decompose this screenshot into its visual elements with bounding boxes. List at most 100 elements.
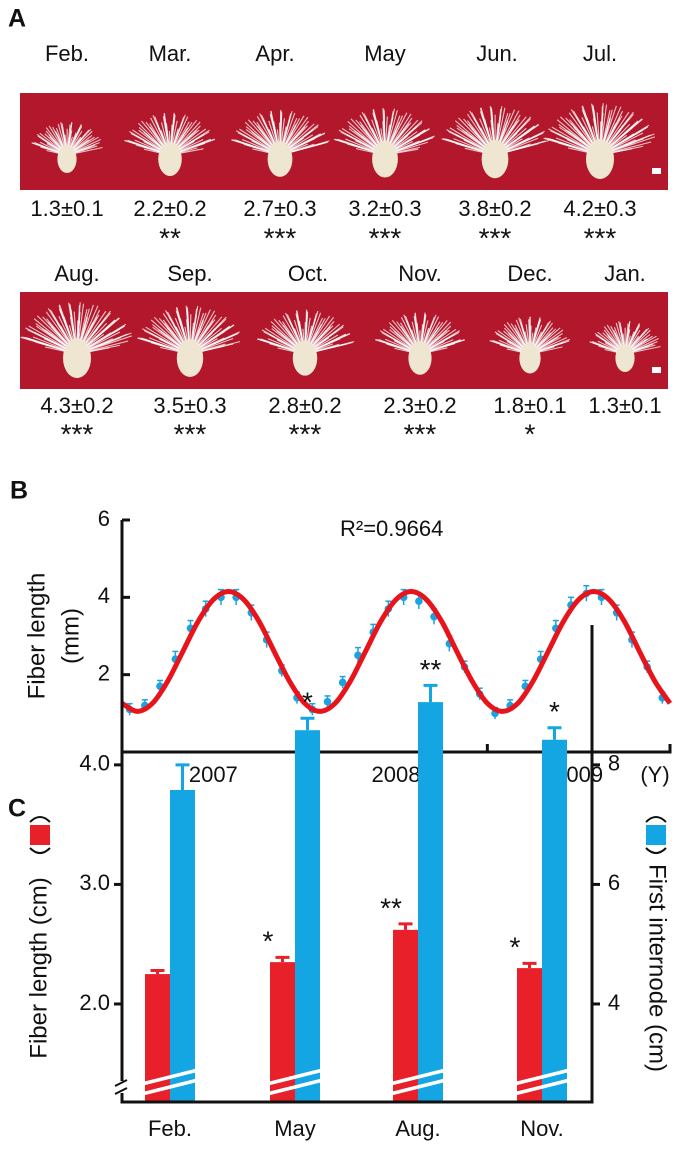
bracket: [29, 816, 51, 854]
y2-axis-title: First internode (cm): [644, 864, 671, 1072]
seed: [481, 139, 509, 179]
significance: ***: [174, 418, 207, 449]
fit-line: [120, 589, 673, 714]
bar: [542, 739, 567, 1102]
bar: [393, 929, 418, 1102]
y-tick-label: 4: [98, 583, 110, 608]
x-tick-label: May: [274, 1116, 316, 1141]
seed-photo: [31, 122, 103, 174]
seed-photo: [589, 321, 661, 373]
data-point: [323, 697, 332, 706]
significance: **: [159, 222, 181, 253]
seed: [158, 142, 182, 176]
panel-label: B: [10, 477, 28, 505]
seed-photo: [231, 109, 330, 177]
seed-photo: [374, 312, 465, 375]
bar: [295, 730, 320, 1102]
seed: [63, 338, 91, 379]
month-label: Dec.: [507, 261, 552, 286]
month-label: Mar.: [149, 41, 192, 66]
month-label: Apr.: [255, 41, 294, 66]
y-axis-title: Fiber length: [23, 573, 50, 700]
value-label: 4.2±0.3: [563, 196, 636, 221]
y2-tick-label: 4: [608, 990, 620, 1015]
seed-photo: [137, 305, 241, 377]
y-tick-label: 2: [98, 660, 110, 685]
seed-photo: [20, 302, 133, 379]
seed-photo: [441, 105, 550, 179]
seed: [615, 344, 635, 373]
error-bar: [522, 961, 537, 969]
panel-label: A: [8, 5, 26, 33]
x-tick-label: 2008: [372, 762, 421, 787]
significance: ***: [61, 418, 94, 449]
panel-label: C: [8, 795, 26, 823]
significance: *: [302, 687, 313, 718]
value-label: 2.2±0.2: [133, 196, 206, 221]
significance: *: [525, 418, 536, 449]
month-label: Sep.: [167, 261, 212, 286]
significance: ***: [479, 222, 512, 253]
error-bar: [398, 922, 413, 930]
seed-photo: [543, 103, 656, 180]
seed-photo: [489, 316, 571, 374]
seed-photo: [256, 309, 355, 376]
seed: [267, 141, 293, 177]
significance: *: [510, 932, 521, 963]
y-tick-label: 4.0: [79, 751, 110, 776]
month-label: Jul.: [583, 41, 617, 66]
legend-swatch: [646, 825, 666, 845]
scale-bar: [652, 168, 661, 174]
month-label: Oct.: [288, 261, 328, 286]
y-axis-title: Fiber length (cm): [25, 877, 52, 1058]
significance: ***: [289, 418, 322, 449]
month-label: May: [364, 41, 406, 66]
significance: ***: [264, 222, 297, 253]
significance: ***: [404, 418, 437, 449]
value-label: 2.7±0.3: [243, 196, 316, 221]
significance: **: [380, 892, 402, 923]
y-tick-label: 6: [98, 506, 110, 531]
scale-bar: [652, 367, 661, 373]
annotation: R²=0.9664: [340, 516, 443, 541]
legend-swatch: [30, 825, 50, 845]
axes: [120, 520, 672, 754]
axis-break: [141, 1068, 199, 1096]
seed: [57, 145, 77, 174]
x-tick-label: Feb.: [148, 1116, 192, 1141]
significance: ***: [584, 222, 617, 253]
significance: ***: [369, 222, 402, 253]
seed: [586, 139, 614, 180]
axes: [120, 625, 594, 1104]
value-label: 4.3±0.2: [40, 393, 113, 418]
y2-tick-label: 8: [608, 751, 620, 776]
y-tick-label: 2.0: [79, 990, 110, 1015]
data-point: [338, 678, 347, 687]
significance: *: [549, 696, 560, 727]
month-label: Aug.: [54, 261, 99, 286]
month-label: Feb.: [45, 41, 89, 66]
significance: *: [263, 926, 274, 957]
value-label: 2.8±0.2: [268, 393, 341, 418]
bracket: [645, 816, 667, 854]
seed: [408, 341, 432, 375]
error-bar: [175, 763, 190, 790]
month-label: Jun.: [476, 41, 518, 66]
error-bar: [150, 968, 165, 975]
axis-break: [114, 1079, 128, 1095]
seed: [292, 340, 318, 376]
seed: [519, 342, 541, 374]
y-tick-label: 3.0: [79, 870, 110, 895]
seed-photo: [333, 107, 435, 178]
axis-break: [116, 1082, 128, 1092]
seed: [372, 140, 398, 178]
value-label: 3.2±0.3: [348, 196, 421, 221]
error-bar: [547, 726, 562, 740]
y-axis-title: (mm): [57, 608, 84, 664]
value-label: 3.5±0.3: [153, 393, 226, 418]
axis-break: [513, 1068, 571, 1096]
error-bar: [423, 683, 438, 703]
month-label: Jan.: [604, 261, 646, 286]
bar: [418, 702, 443, 1102]
